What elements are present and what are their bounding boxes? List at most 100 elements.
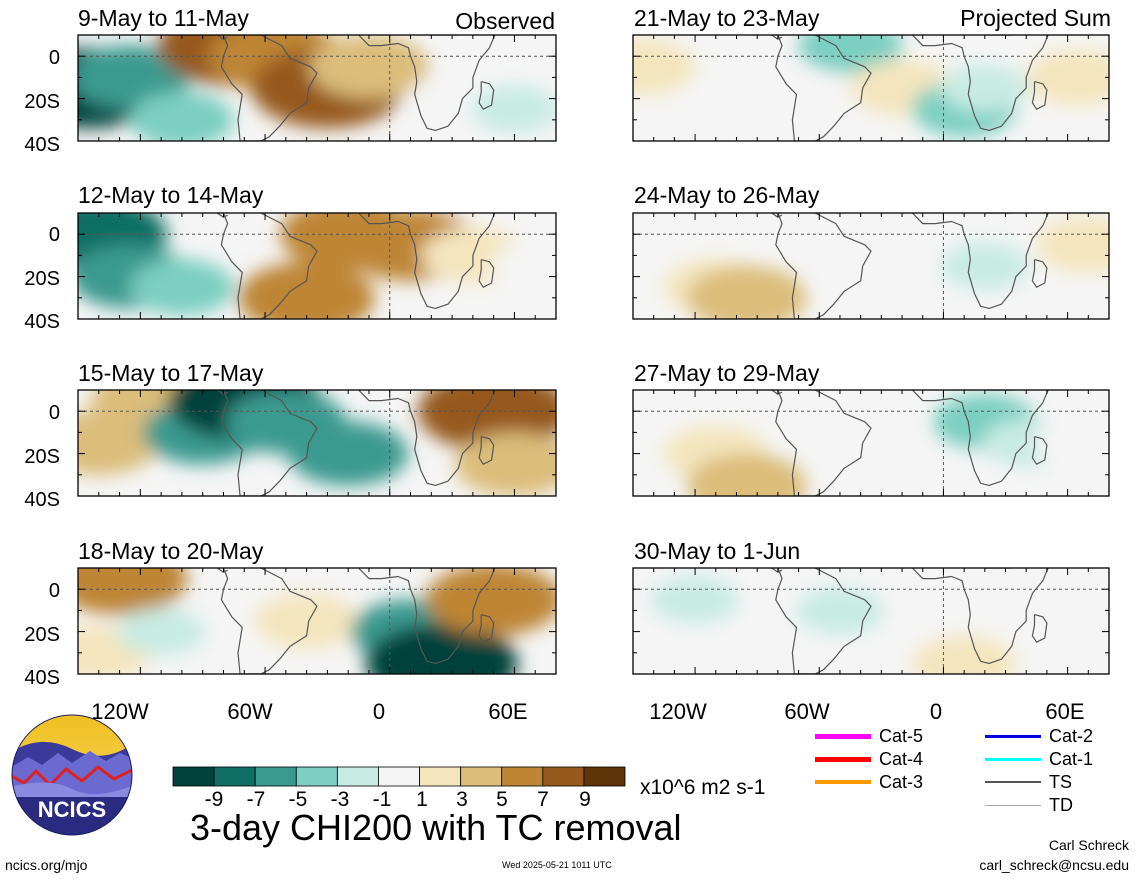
anomaly-blob (686, 453, 807, 496)
y-tick-label: 0 (48, 47, 60, 69)
coastline (220, 213, 318, 319)
legend-swatch (815, 780, 871, 784)
tc-legend-ts: TS (985, 771, 1072, 793)
coastline (220, 390, 318, 496)
coastline (198, 213, 228, 218)
y-tick-label: 40S (24, 311, 60, 333)
colorbar-label: 1 (416, 788, 428, 811)
x-tick-label: 60W (784, 699, 830, 724)
anomaly-blob (837, 408, 926, 457)
coastline (478, 81, 495, 110)
footer-email: carl_schreck@ncsu.edu (979, 857, 1129, 873)
panel-title-right-3: 27-May to 29-May (634, 360, 820, 386)
colorbar-swatch (254, 766, 297, 787)
map-field (78, 35, 556, 141)
colorbar-swatch (336, 766, 379, 787)
anomaly-blob (1025, 49, 1109, 106)
legend-swatch (815, 733, 871, 739)
anomaly-blob (454, 432, 556, 496)
anomaly-blob (238, 261, 375, 319)
legend-swatch (985, 734, 1041, 738)
coastline (198, 390, 228, 395)
panel-frame (77, 389, 557, 497)
panel-frame (632, 389, 1110, 497)
x-tick-label: 0 (929, 699, 943, 724)
main-title: 3-day CHI200 with TC removal (190, 807, 682, 848)
anomaly-blob (1033, 419, 1109, 467)
x-tick-label: 60W (227, 699, 273, 724)
coastline (357, 213, 496, 309)
tc-legend-cat3: Cat-3 (815, 771, 923, 793)
coastline (220, 568, 318, 674)
footer-author: Carl Schreck (1048, 837, 1129, 853)
map-field (78, 213, 556, 319)
tc-legend-td: TD (985, 794, 1073, 816)
coastline (753, 390, 783, 395)
coastline (357, 35, 496, 131)
map-panel (632, 567, 1110, 675)
map-panel (77, 567, 557, 675)
map-panel (77, 389, 557, 497)
coastline (911, 213, 1049, 309)
colorbar-swatch (542, 766, 585, 787)
footer-url: ncics.org/mjo (5, 857, 88, 873)
colorbar-label: -1 (372, 788, 392, 811)
coastline (478, 436, 495, 465)
units-label: x10^6 m2 s-1 (640, 776, 766, 799)
tc-legend-cat5: Cat-5 (815, 725, 923, 747)
anomaly-blobs (78, 568, 556, 674)
anomaly-blob (633, 38, 696, 95)
y-tick-label: 20S (24, 446, 60, 468)
colorbar-swatch (378, 766, 420, 787)
x-tick-label: 120W (91, 699, 149, 724)
tc-legend-cat2: Cat-2 (985, 725, 1093, 747)
y-tick-label: 0 (48, 580, 60, 602)
map-panel (77, 212, 557, 320)
anomaly-blob (912, 635, 1017, 674)
anomaly-blob (940, 64, 1029, 112)
coastline (220, 35, 318, 141)
colorbar-swatch (583, 766, 626, 787)
coastline (753, 568, 783, 573)
panel-title-right-2: 24-May to 26-May (634, 182, 820, 208)
map-field (78, 568, 556, 674)
legend-swatch (985, 781, 1041, 783)
panel-frame (77, 567, 557, 675)
panel-frame (632, 34, 1110, 142)
map-panel (77, 34, 557, 142)
anomaly-blob (651, 575, 740, 624)
panel-title-left-4: 18-May to 20-May (78, 538, 264, 564)
coastline (911, 390, 1049, 486)
legend-label: Cat-2 (1049, 726, 1094, 746)
coastline (911, 568, 1049, 664)
footer-timestamp: Wed 2025-05-21 1011 UTC (502, 860, 612, 870)
anomaly-blob (686, 265, 807, 319)
legend-swatch (985, 757, 1041, 761)
legend-label: TD (1049, 795, 1073, 815)
colorbar-label: -5 (288, 788, 308, 811)
colorbar-swatch (419, 766, 462, 787)
map-field (633, 390, 1109, 496)
anomaly-blob (117, 607, 206, 656)
y-tick-label: 20S (24, 268, 60, 290)
x-tick-label: 0 (372, 699, 386, 724)
y-tick-label: 40S (24, 667, 60, 689)
legend-swatch (985, 804, 1041, 806)
panel-frame (632, 212, 1110, 320)
logo-text: NCICS (38, 797, 106, 822)
legend-label: Cat-4 (879, 749, 924, 769)
anomaly-blob (308, 35, 429, 99)
colorbar-label: 9 (579, 788, 591, 811)
anomaly-blob (129, 91, 234, 141)
colorbar-label: 5 (496, 788, 508, 811)
coastline (357, 390, 496, 486)
anomaly-blobs (78, 35, 556, 141)
y-tick-label: 0 (48, 224, 60, 246)
map-field (633, 35, 1109, 141)
legend-label: Cat-1 (1049, 749, 1094, 769)
anomaly-blob (816, 242, 905, 290)
anomaly-blob (78, 45, 190, 110)
column-label-observed: Observed (455, 8, 555, 34)
ncics-logo: NCICS (11, 714, 133, 836)
